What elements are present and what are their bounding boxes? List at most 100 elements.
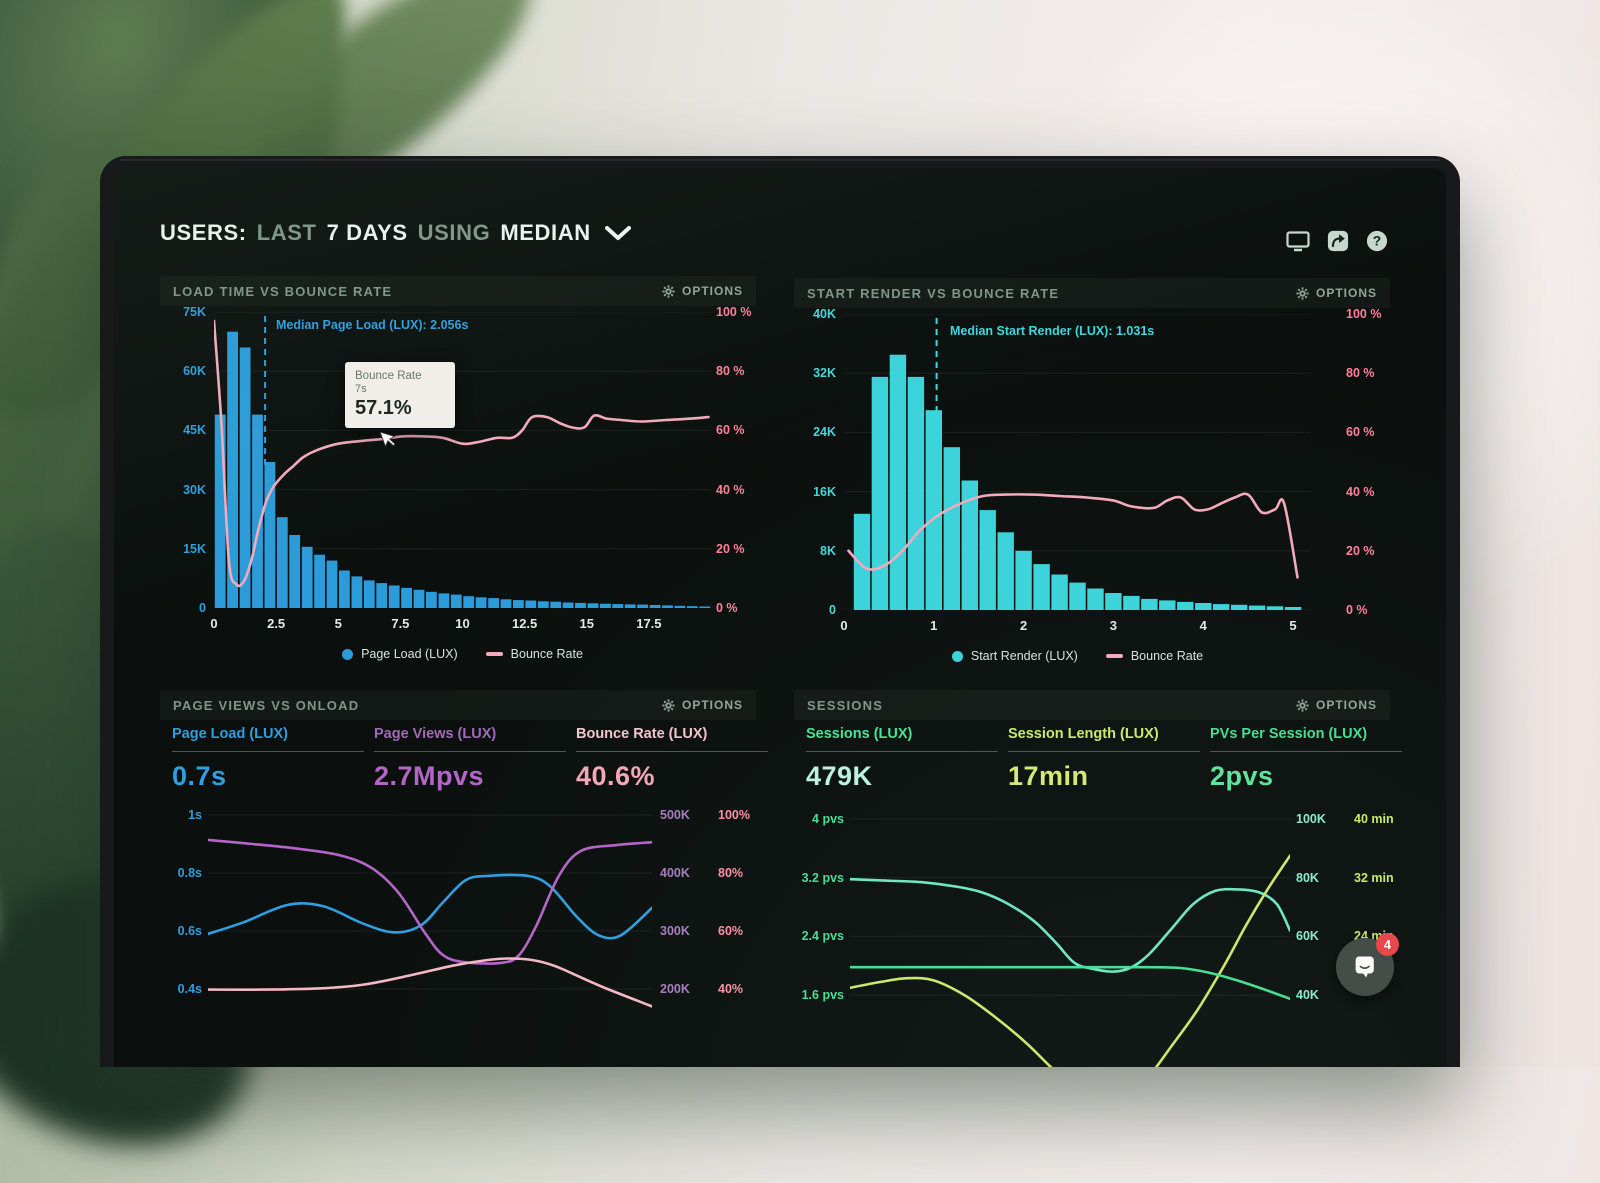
axis-tick: 45K [183, 423, 206, 438]
mouse-cursor [379, 432, 395, 448]
axis-tick: 20 % [716, 541, 745, 556]
metric-value: 0.7s [172, 761, 227, 791]
axis-tick: 40K [1296, 988, 1319, 1003]
tooltip-value: 57.1% [355, 397, 412, 419]
axis-tick: 100K [1296, 812, 1326, 826]
metric-page-views: Page Views (LUX) 2.7Mpvs [374, 726, 566, 792]
options-label: OPTIONS [1315, 286, 1377, 300]
legend-line-swatch [1105, 654, 1123, 658]
share-icon[interactable] [1327, 230, 1349, 252]
legend-page-load[interactable]: Page Load (LUX) [342, 647, 458, 661]
median-page-load-label: Median Page Load (LUX): 2.056s [276, 318, 469, 332]
y-axis-left-start-render: 40K 32K 24K 16K 8K 0 [786, 307, 836, 617]
axis-tick: 1.6 pvs [801, 988, 844, 1003]
axis-tick: 24K [813, 425, 836, 440]
load-time-histogram[interactable]: Median Page Load (LUX): 2.056s Bounce Ra… [214, 312, 711, 608]
axis-tick: 0 % [716, 601, 738, 615]
metric-session-length: Session Length (LUX) 17min [1008, 726, 1200, 792]
axis-tick: 100% [718, 807, 750, 822]
axis-tick: 4 pvs [812, 812, 844, 826]
x-axis-tick: 4 [1199, 618, 1207, 633]
axis-tick: 32K [813, 366, 836, 381]
options-button-page-views[interactable]: OPTIONS [662, 698, 743, 712]
legend-start-render-series[interactable]: Start Render (LUX) [951, 649, 1078, 663]
x-axis-tick: 5 [334, 616, 342, 631]
display-icon[interactable] [1286, 230, 1310, 252]
metric-value: 40.6% [576, 761, 656, 791]
panel-header-page-views: PAGE VIEWS VS ONLOAD OPTIONS [160, 690, 756, 720]
metric-pvs-per-session: PVs Per Session (LUX) 2pvs [1210, 726, 1402, 792]
legend-dot-swatch [951, 650, 963, 662]
axis-tick: 40 % [716, 482, 745, 497]
axis-tick: 2.4 pvs [801, 929, 844, 944]
chat-bubble-icon [1355, 956, 1374, 978]
panel-header-start-render: START RENDER VS BOUNCE RATE OPTIONS [794, 278, 1390, 308]
axis-tick: 40% [718, 981, 744, 996]
panel-header-load-time: LOAD TIME VS BOUNCE RATE OPTIONS [160, 276, 756, 306]
legend-dot-swatch [342, 648, 354, 660]
gear-icon [1296, 286, 1309, 300]
x-axis-tick: 15 [579, 616, 594, 631]
x-axis-tick: 12.5 [511, 616, 538, 631]
legend-start-render: Start Render (LUX) Bounce Rate [844, 649, 1311, 663]
axis-tick: 0 [199, 601, 206, 615]
axis-tick: 80K [1296, 870, 1319, 885]
options-button-load-time[interactable]: OPTIONS [662, 284, 743, 298]
header-users-label: USERS: [160, 220, 247, 245]
axis-tick: 0.8s [177, 865, 202, 880]
x-axis-start-render: 0 1 2 3 4 5 [840, 618, 1311, 636]
options-button-sessions[interactable]: OPTIONS [1296, 698, 1377, 712]
chat-widget-button[interactable]: 4 [1336, 933, 1399, 996]
x-axis-tick: 17.5 [636, 616, 662, 631]
axis-tick: 80% [718, 865, 744, 880]
metric-value: 2.7Mpvs [374, 761, 485, 791]
axis-tick: 0.4s [177, 981, 202, 996]
options-button-start-render[interactable]: OPTIONS [1296, 286, 1377, 300]
dashboard-screen: USERS: LAST 7 DAYS USING MEDIAN ? LOAD T… [114, 168, 1446, 1067]
axis-tick: 1s [188, 807, 202, 822]
axis-tick: 8K [820, 543, 836, 558]
metric-page-load: Page Load (LUX) 0.7s [172, 726, 364, 792]
legend-label: Page Load (LUX) [361, 647, 458, 661]
notification-badge: 4 [1376, 933, 1399, 956]
tooltip-subtitle: 7s [355, 383, 367, 395]
axis-tick: 80 % [716, 364, 745, 379]
legend-bounce-rate[interactable]: Bounce Rate [1105, 649, 1203, 663]
legend-label: Bounce Rate [510, 647, 583, 661]
sessions-line-chart[interactable] [850, 797, 1290, 1067]
metric-label: Page Views (LUX) [374, 726, 566, 752]
start-render-histogram[interactable]: Median Start Render (LUX): 1.031s [844, 314, 1311, 610]
x-axis-load-time: 0 2.5 5 7.5 10 12.5 15 17.5 [210, 616, 711, 634]
metric-label: PVs Per Session (LUX) [1210, 726, 1402, 752]
y-axis-right-minutes: 40 min 32 min 24 min [1354, 797, 1410, 1067]
panel-title: LOAD TIME VS BOUNCE RATE [173, 283, 393, 299]
axis-tick: 20 % [1346, 543, 1375, 558]
axis-tick: 400K [660, 865, 690, 880]
header-days-label: 7 DAYS [326, 220, 408, 245]
axis-tick: 0.6s [177, 923, 202, 938]
panel-title: PAGE VIEWS VS ONLOAD [173, 697, 360, 713]
axis-tick: 75K [183, 305, 206, 319]
axis-tick: 80 % [1346, 366, 1375, 381]
x-axis-tick: 10 [455, 616, 470, 631]
axis-tick: 60 % [716, 423, 745, 438]
axis-tick: 0 [829, 603, 836, 617]
axis-tick: 60K [183, 364, 206, 379]
tooltip-title: Bounce Rate [355, 370, 422, 382]
help-icon[interactable]: ? [1366, 230, 1388, 252]
page-views-line-chart[interactable] [208, 797, 652, 1067]
header-last-label: LAST [256, 220, 317, 245]
y-axis-right-pageviews: 500K 400K 300K 200K [660, 797, 710, 1067]
legend-label: Start Render (LUX) [970, 649, 1078, 663]
users-range-dropdown[interactable]: USERS: LAST 7 DAYS USING MEDIAN [160, 220, 631, 246]
metric-label: Page Load (LUX) [172, 726, 364, 752]
metric-label: Session Length (LUX) [1008, 726, 1200, 752]
options-label: OPTIONS [681, 284, 743, 298]
y-axis-right-bounce-pct: 100% 80% 60% 40% [718, 797, 764, 1067]
legend-bounce-rate[interactable]: Bounce Rate [485, 647, 583, 661]
x-axis-tick: 3 [1109, 618, 1118, 633]
svg-text:?: ? [1373, 234, 1381, 249]
axis-tick: 0 % [1346, 603, 1368, 617]
y-axis-left-seconds: 1s 0.8s 0.6s 0.4s [154, 797, 202, 1067]
